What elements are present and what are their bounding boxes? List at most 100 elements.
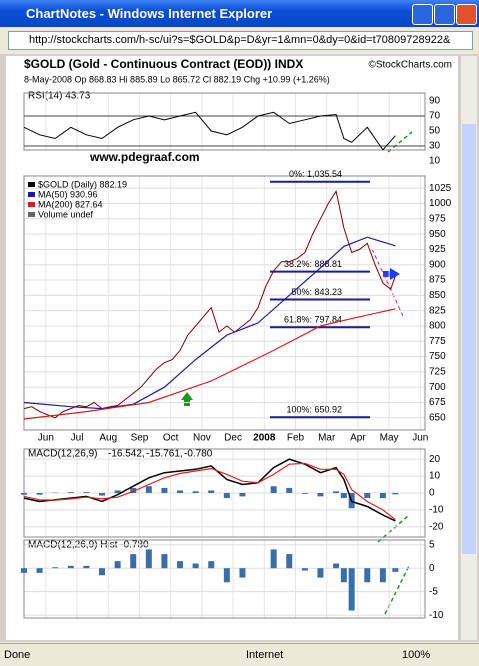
title-bar: ChartNotes - Windows Internet Explorer: [0, 0, 479, 27]
y-tick-label: 10: [429, 471, 441, 482]
y-tick-label: 800: [429, 321, 446, 332]
hist-bar: [99, 493, 105, 496]
hist-bar: [341, 568, 347, 582]
x-tick-label: Feb: [287, 433, 305, 444]
y-tick-label: 700: [429, 382, 446, 393]
hist-bar: [161, 488, 167, 493]
hist-bar: [115, 490, 121, 493]
hist-bar: [115, 561, 121, 568]
hist-bar: [37, 493, 43, 495]
hist-bar: [146, 549, 152, 568]
y-tick-label: 10: [429, 156, 441, 167]
hist-bar: [333, 491, 339, 493]
x-tick-label: Nov: [193, 433, 211, 444]
x-tick-label: May: [380, 433, 399, 444]
url: http://stockcharts.com/h-sc/ui?s=$GOLD&p…: [9, 34, 450, 46]
window-title: ChartNotes - Windows Internet Explorer: [26, 6, 272, 21]
y-tick-label: 750: [429, 351, 446, 362]
hist-bar: [37, 568, 43, 573]
y-tick-label: 850: [429, 290, 446, 301]
hist-bar: [146, 486, 152, 493]
macd-reading: -16.542,: [108, 449, 145, 460]
legend-entry: $GOLD (Daily) 882.19: [38, 179, 127, 189]
status-bar: Done Internet 100%: [0, 643, 479, 666]
y-tick-label: -10: [429, 505, 444, 516]
legend-swatch: [28, 202, 35, 207]
hist-bar: [380, 493, 386, 498]
fib-label: 50%: 843.23: [291, 287, 342, 297]
y-tick-label: 5: [429, 539, 435, 550]
x-tick-label: Sep: [131, 433, 149, 444]
hist-bar: [341, 493, 347, 498]
macd-reading: -0.780: [184, 449, 213, 460]
y-tick-label: 900: [429, 259, 446, 270]
hist-bar: [161, 554, 167, 568]
legend-swatch: [28, 192, 35, 197]
y-tick-label: 0: [429, 563, 435, 574]
hist-bar: [208, 561, 214, 568]
minimize-button[interactable]: [412, 4, 433, 25]
x-tick-label: Jul: [71, 433, 84, 444]
x-tick-label: Mar: [318, 433, 336, 444]
y-tick-label: 1025: [429, 183, 452, 194]
hist-bar: [302, 568, 308, 570]
y-tick-label: 20: [429, 454, 441, 465]
macd-label: MACD(12,26,9): [28, 449, 97, 460]
fib-label: 100%: 650.92: [286, 405, 342, 415]
y-tick-label: 650: [429, 412, 446, 423]
hist-bar: [224, 568, 230, 582]
rsi-label: RSI(14) 43.73: [28, 91, 91, 102]
hist-bar: [286, 554, 292, 568]
x-tick-label: Apr: [350, 433, 366, 444]
legend-entry: MA(50) 930.96: [38, 189, 98, 199]
hist-bar: [68, 492, 74, 493]
hist-bar: [193, 563, 199, 568]
hist-bar: [83, 566, 89, 568]
quote: 8-May-2008 Op 868.83 Hi 885.89 Lo 865.72…: [24, 74, 330, 84]
close-button[interactable]: [456, 4, 477, 25]
legend-entry: MA(200) 827.64: [38, 199, 103, 209]
y-tick-label: 30: [429, 141, 441, 152]
y-tick-label: -5: [429, 586, 438, 597]
x-tick-label: Jun: [412, 433, 428, 444]
y-tick-label: 950: [429, 229, 446, 240]
legend-entry: Volume undef: [38, 209, 94, 219]
zoom[interactable]: 100%: [402, 649, 430, 661]
page: [6, 56, 458, 640]
zone: Internet: [246, 649, 283, 661]
scroll-thumb[interactable]: [462, 124, 476, 554]
x-tick-label: 2008: [253, 433, 276, 444]
hist-bar: [224, 493, 230, 498]
y-tick-label: 1000: [429, 198, 452, 209]
hist-bar: [130, 554, 136, 568]
hist-bar: [208, 490, 214, 493]
hist-bar: [317, 493, 323, 496]
hist-bar: [349, 568, 355, 610]
hist-bar: [364, 568, 370, 582]
x-tick-label: Oct: [163, 433, 179, 444]
chart-area: $GOLD (Gold - Continuous Contract (EOD))…: [0, 54, 479, 642]
y-tick-label: 0: [429, 488, 435, 499]
legend-swatch: [28, 212, 35, 217]
hist-bar: [239, 493, 245, 496]
y-tick-label: -10: [429, 610, 444, 621]
maximize-button[interactable]: [434, 4, 455, 25]
y-tick-label: 90: [429, 96, 441, 107]
hist-bar: [83, 492, 89, 493]
y-tick-label: 825: [429, 305, 446, 316]
watermark: www.pdegraaf.com: [89, 150, 200, 164]
hist-bar: [364, 493, 370, 498]
y-tick-label: -20: [429, 521, 444, 532]
address-bar: http://stockcharts.com/h-sc/ui?s=$GOLD&p…: [2, 29, 477, 52]
legend-swatch: [28, 182, 35, 187]
x-tick-label: Dec: [224, 433, 242, 444]
macd-reading: -15.761,: [146, 449, 183, 460]
hist-bar: [177, 490, 183, 493]
url-field[interactable]: http://stockcharts.com/h-sc/ui?s=$GOLD&p…: [8, 31, 473, 50]
y-tick-label: 925: [429, 244, 446, 255]
hist-bar: [52, 567, 58, 568]
hist-bar: [380, 568, 386, 582]
hist-bar: [239, 568, 245, 577]
hist-bar: [21, 568, 27, 573]
